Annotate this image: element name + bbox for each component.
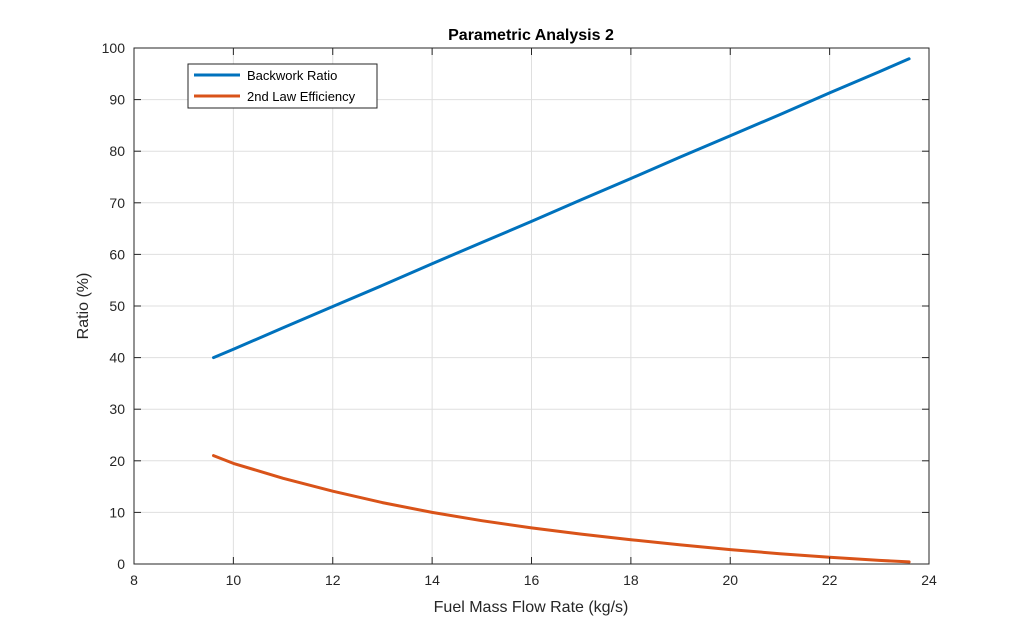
legend-label-backwork-ratio: Backwork Ratio — [247, 68, 337, 83]
x-tick-labels: 8 10 12 14 16 18 20 22 24 — [130, 572, 937, 588]
y-tick-label: 40 — [109, 350, 125, 366]
y-tick-label: 30 — [109, 401, 125, 417]
x-tick-label: 14 — [424, 572, 440, 588]
x-tick-label: 12 — [325, 572, 341, 588]
x-tick-label: 20 — [722, 572, 738, 588]
chart-title: Parametric Analysis 2 — [448, 27, 614, 44]
y-tick-labels: 0 10 20 30 40 50 60 70 80 90 100 — [102, 40, 126, 572]
series-line-2nd-law-efficiency — [212, 454, 911, 564]
y-tick-label: 70 — [109, 195, 125, 211]
y-axis-label: Ratio (%) — [75, 273, 92, 340]
series-line-backwork-ratio — [212, 57, 911, 360]
legend-label-2nd-law-efficiency: 2nd Law Efficiency — [247, 89, 356, 104]
legend-box — [187, 63, 378, 109]
series-layer — [212, 57, 911, 564]
y-tick-label: 90 — [109, 92, 125, 108]
y-tick-label: 20 — [109, 453, 125, 469]
y-tick-label: 60 — [109, 246, 125, 262]
legend: Backwork Ratio 2nd Law Efficiency — [187, 63, 378, 109]
y-tick-label: 50 — [109, 298, 125, 314]
y-tick-label: 0 — [117, 556, 125, 572]
x-tick-label: 10 — [226, 572, 242, 588]
x-tick-label: 8 — [130, 572, 138, 588]
axis-ticks — [133, 47, 930, 565]
x-tick-label: 24 — [921, 572, 937, 588]
y-tick-label: 10 — [109, 504, 125, 520]
x-tick-label: 18 — [623, 572, 639, 588]
y-tick-label: 100 — [102, 40, 126, 56]
x-tick-label: 22 — [822, 572, 838, 588]
grid-lines — [134, 48, 929, 564]
x-axis-label: Fuel Mass Flow Rate (kg/s) — [434, 599, 629, 616]
x-tick-label: 16 — [524, 572, 540, 588]
y-tick-label: 80 — [109, 143, 125, 159]
